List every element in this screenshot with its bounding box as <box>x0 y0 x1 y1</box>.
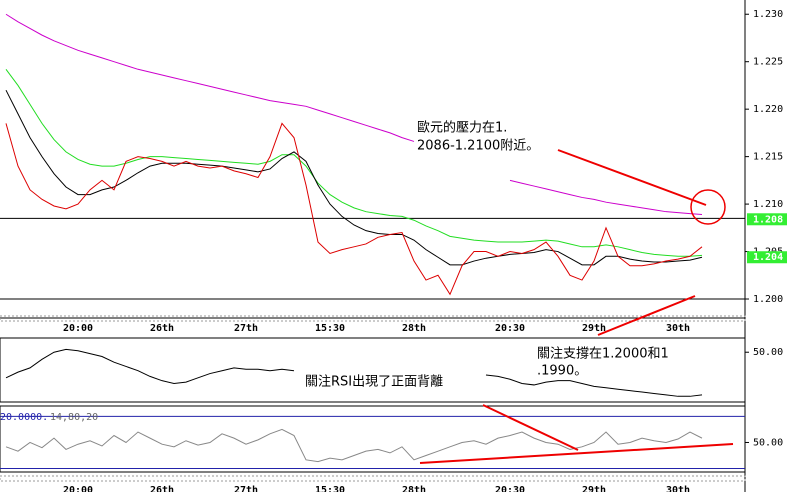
arrow <box>557 149 707 206</box>
annotation: .1990。 <box>537 364 587 379</box>
y-tick-label: 1.215 <box>753 152 783 163</box>
x-tick-label: 20:30 <box>495 485 525 492</box>
x-tick-label: 27th <box>234 323 258 334</box>
series-line <box>5 122 703 296</box>
series-line <box>5 89 703 266</box>
x-tick-label: 15:30 <box>315 323 345 334</box>
panel-border <box>0 337 746 403</box>
price-marker-label: 1.208 <box>753 214 783 225</box>
price-marker-label: 1.204 <box>753 252 783 263</box>
x-tick-label: 27th <box>234 485 258 492</box>
price-marker <box>747 251 787 264</box>
x-tick-label: 26th <box>150 323 174 334</box>
x-tick-label: 28th <box>402 323 426 334</box>
indicator-params: 14,80,20 <box>50 412 98 423</box>
plot-layer: 1.2301.2251.2201.2151.2101.2051.2001.208… <box>0 9 787 492</box>
price-marker <box>747 213 787 226</box>
y-tick-label: 50.00 <box>753 437 783 448</box>
arrow <box>597 295 696 336</box>
y-tick-label: 1.225 <box>753 57 783 68</box>
y-tick-label: 1.210 <box>753 199 783 210</box>
annotation: 關注RSI出現了正面背離 <box>305 375 443 390</box>
time-strip <box>0 315 746 322</box>
x-tick-label: 29th <box>582 485 606 492</box>
series-line <box>5 68 703 257</box>
indicator-label: 20.0000. <box>0 412 48 423</box>
x-tick-label: 30th <box>666 485 690 492</box>
series-line <box>5 13 703 216</box>
panel-border <box>0 405 746 473</box>
x-tick-label: 15:30 <box>315 485 345 492</box>
x-tick-label: 30th <box>666 323 690 334</box>
y-tick-label: 50.00 <box>753 347 783 358</box>
annotation: 關注支撐在1.2000和1 <box>537 347 669 362</box>
x-tick-label: 29th <box>582 323 606 334</box>
x-tick-label: 26th <box>150 485 174 492</box>
series-line <box>5 428 703 463</box>
annotation: 2086-1.2100附近。 <box>417 139 539 154</box>
time-strip <box>0 475 746 482</box>
x-tick-label: 28th <box>402 485 426 492</box>
y-tick-label: 1.200 <box>753 294 783 305</box>
y-tick-label: 1.220 <box>753 104 783 115</box>
annotation: 歐元的壓力在1. <box>417 120 507 136</box>
series-line <box>5 348 703 397</box>
trend-line <box>482 404 579 451</box>
x-tick-label: 20:30 <box>495 323 525 334</box>
y-tick-label: 1.230 <box>753 9 783 20</box>
trend-line <box>419 443 734 464</box>
x-tick-label: 20:00 <box>63 485 93 492</box>
x-tick-label: 20:00 <box>63 323 93 334</box>
highlight-circle <box>690 189 726 225</box>
